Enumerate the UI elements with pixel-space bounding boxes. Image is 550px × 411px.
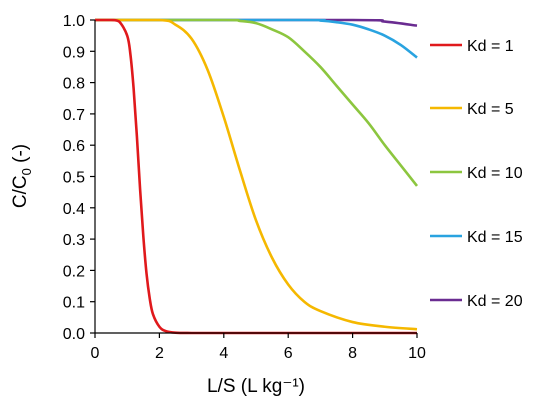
y-tick-label: 0.3 [63, 232, 85, 249]
y-axis-title-tail: (-) [10, 144, 31, 168]
y-tick-label: 0.8 [63, 76, 85, 93]
series-lines [94, 18, 419, 335]
y-tick-label: 0.6 [63, 138, 85, 155]
series-line-kd-1 [94, 18, 417, 335]
y-tick-label: 0.7 [63, 107, 85, 124]
series-line-kd-15 [94, 18, 418, 59]
x-tick-label: 6 [284, 345, 293, 362]
y-axis-title-subscript: 0 [19, 168, 34, 175]
x-tick-label: 10 [408, 345, 426, 362]
y-axis-title-main: C/C [10, 175, 31, 208]
series-line-kd-10 [94, 18, 419, 187]
legend-label: Kd = 10 [467, 165, 523, 182]
x-tick-label: 2 [155, 345, 164, 362]
x-axis-ticks: 0 2 4 6 8 10 [91, 333, 426, 362]
legend: Kd = 1 Kd = 5 Kd = 10 Kd = 15 Kd = 20 [430, 38, 523, 310]
y-axis-title: C/C0 (-) [10, 144, 34, 208]
y-axis-ticks: 0.0 0.1 0.2 0.3 0.4 0.5 0.6 0.7 0.8 0.9 1.0 [63, 13, 95, 343]
y-tick-label: 0.2 [63, 263, 85, 280]
y-tick-label: 0.5 [63, 170, 85, 187]
y-tick-label: 1.0 [63, 13, 85, 30]
legend-label: Kd = 20 [467, 293, 523, 310]
x-tick-label: 0 [91, 345, 100, 362]
x-axis-title: L/S (L kg⁻¹) [207, 376, 305, 397]
series-line-kd-5 [94, 18, 418, 331]
legend-label: Kd = 15 [467, 229, 523, 246]
y-tick-label: 0.9 [63, 44, 85, 61]
y-tick-label: 0.0 [63, 326, 85, 343]
legend-label: Kd = 1 [467, 38, 514, 55]
y-tick-label: 0.1 [63, 295, 85, 312]
legend-label: Kd = 5 [467, 101, 514, 118]
plot-area: 0 2 4 6 8 10 0.0 0.1 0.2 0.3 0.4 0.5 0.6 0.7 0.8 0.9 1.… [63, 13, 426, 362]
x-tick-label: 4 [219, 345, 228, 362]
x-tick-label: 8 [348, 345, 357, 362]
y-tick-label: 0.4 [63, 201, 85, 218]
